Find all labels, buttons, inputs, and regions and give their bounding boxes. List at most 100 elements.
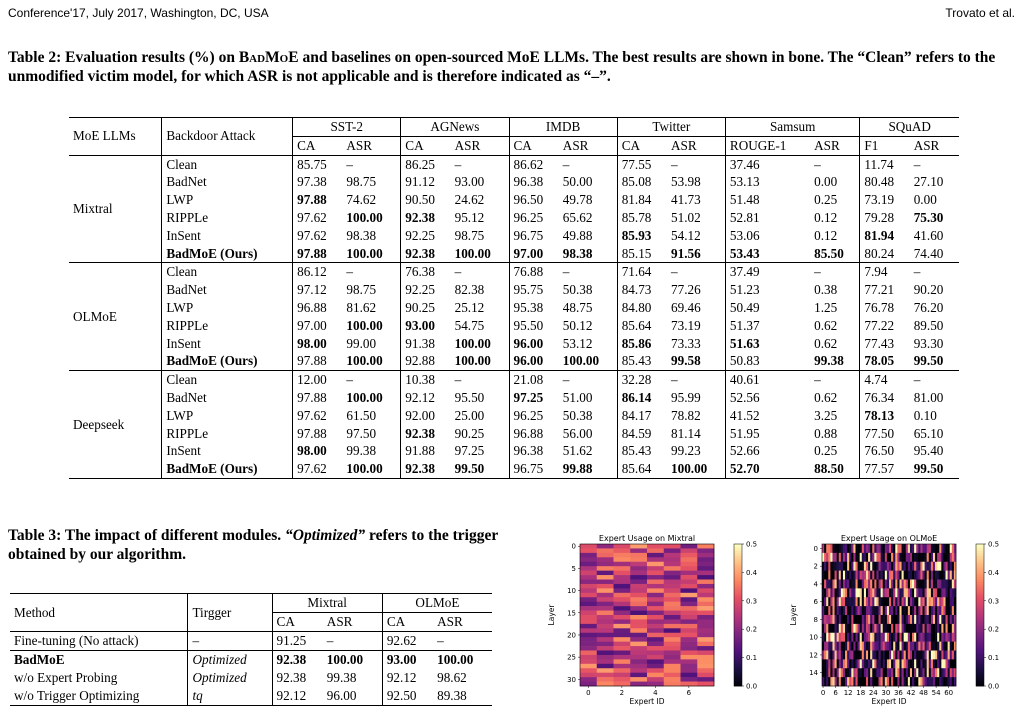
x-tick-label: 60 <box>944 689 953 697</box>
table2-header-row-2: CA ASR CA ASR CA ASR CA ASR ROUGE-1 ASR F1 ASR <box>69 136 959 156</box>
heatmap-cell <box>842 632 846 642</box>
heatmap-cell <box>914 561 917 571</box>
heatmap-cell <box>937 579 940 589</box>
table-cell: 90.20 <box>913 282 944 298</box>
heatmap-cell <box>920 623 923 634</box>
heatmap-cell <box>596 663 614 669</box>
heatmap-cell <box>630 579 648 585</box>
table-cell: 76.78 <box>859 298 910 317</box>
heatmap-cell <box>947 561 951 571</box>
heatmap-cell <box>884 588 888 598</box>
heatmap-cell <box>859 632 863 642</box>
heatmap-cell <box>680 566 698 571</box>
heatmap-cell <box>580 597 598 602</box>
heatmap-cell <box>882 552 886 563</box>
heatmap-cell <box>822 623 825 634</box>
heatmap-cell <box>647 575 665 580</box>
colorbar-segment <box>976 617 984 621</box>
heatmap-cell <box>924 623 927 634</box>
heatmap-cell <box>878 579 881 589</box>
heatmap-cell <box>647 601 665 607</box>
heatmap-cell <box>909 597 913 607</box>
method-name: BadMoE <box>14 652 65 667</box>
heatmap-cell <box>878 606 881 616</box>
heatmap-cell <box>916 677 919 687</box>
heatmap-cell <box>932 597 936 607</box>
trigger-type: tq <box>187 687 273 706</box>
table-cell: 100.00 <box>667 460 726 479</box>
y-tick-label: 14 <box>809 669 818 677</box>
heatmap-cell <box>941 615 944 625</box>
heatmap-cell <box>884 570 888 580</box>
colorbar-tick-label: 0.4 <box>988 569 1000 577</box>
heatmap-cell <box>918 623 921 634</box>
heatmap-cell <box>868 615 871 625</box>
heatmap-cell <box>939 606 942 616</box>
heatmap-cell <box>647 646 665 651</box>
heatmap-cell <box>895 606 898 616</box>
heatmap-cell <box>663 552 681 558</box>
heatmap-cell <box>912 544 915 554</box>
table-cell: 97.00 <box>292 316 343 335</box>
heatmap-cell <box>918 552 921 563</box>
table-cell: 96.25 <box>508 406 559 425</box>
heatmap-cell <box>613 615 631 620</box>
heatmap-cell <box>680 650 698 656</box>
heatmap-cell <box>924 615 927 625</box>
table-cell: – <box>562 264 570 280</box>
heatmap-cell <box>828 650 831 660</box>
heatmap-cell <box>909 650 913 660</box>
heatmap-cell <box>630 646 648 651</box>
colorbar-tick-label: 0.3 <box>746 597 757 605</box>
heatmap-cell <box>878 597 881 607</box>
heatmap-cell <box>845 561 848 571</box>
heatmap-cell <box>838 677 842 687</box>
heatmap-cell <box>834 544 837 554</box>
table-cell: 97.00 <box>508 244 559 264</box>
table-cell: – <box>454 156 462 172</box>
table-cell: 90.25 <box>400 298 451 317</box>
heatmap-cell <box>901 606 904 616</box>
heatmap-cell <box>907 632 911 642</box>
heatmap-cell <box>596 672 614 678</box>
heatmap-cell <box>876 641 879 651</box>
heatmap-cell <box>943 641 946 651</box>
heatmap-cell <box>907 668 911 678</box>
table-row: w/o Expert Probing Optimized 92.38 99.38 92.… <box>10 669 492 687</box>
heatmap-cell <box>647 668 665 673</box>
heatmap-cell <box>596 588 614 594</box>
heatmap-cell <box>663 677 681 682</box>
table-cell: 92.25 <box>400 281 451 299</box>
heatmap-cell <box>922 677 925 687</box>
table-cell: 98.38 <box>346 227 377 243</box>
heatmap-cell <box>889 650 892 660</box>
col-header-metric: F1 <box>859 136 910 156</box>
heatmap-cell <box>663 672 681 678</box>
colorbar-segment <box>976 605 984 609</box>
heatmap-cell <box>874 570 877 580</box>
table-cell: 92.38 <box>400 244 451 264</box>
heatmap-cell <box>878 641 881 651</box>
heatmap-cell <box>939 641 942 651</box>
heatmap-cell <box>891 561 894 571</box>
heatmap-cell <box>918 570 921 580</box>
heatmap-cell <box>951 606 955 616</box>
table-row: BadNet 97.38 98.75 91.12 93.00 96.38 50.00 85.0… <box>69 173 959 192</box>
table-cell: 12.00 <box>292 370 343 389</box>
heatmap-cell <box>836 615 840 625</box>
heatmap-cell <box>895 650 898 660</box>
heatmap-cell <box>893 570 896 580</box>
heatmap-cell <box>941 606 944 616</box>
heatmap-cell <box>865 641 869 651</box>
table-cell: 84.59 <box>616 424 667 443</box>
heatmap-cell <box>842 615 846 625</box>
heatmap-cell <box>922 561 925 571</box>
heatmap-cell <box>945 668 948 678</box>
heatmap-cell <box>947 615 951 625</box>
heatmap-cell <box>838 615 842 625</box>
heatmap-cell <box>861 650 865 660</box>
heatmap-cell <box>905 544 909 554</box>
heatmap-cell <box>865 623 869 634</box>
heatmap-cell <box>891 615 894 625</box>
heatmap-cell <box>884 597 888 607</box>
